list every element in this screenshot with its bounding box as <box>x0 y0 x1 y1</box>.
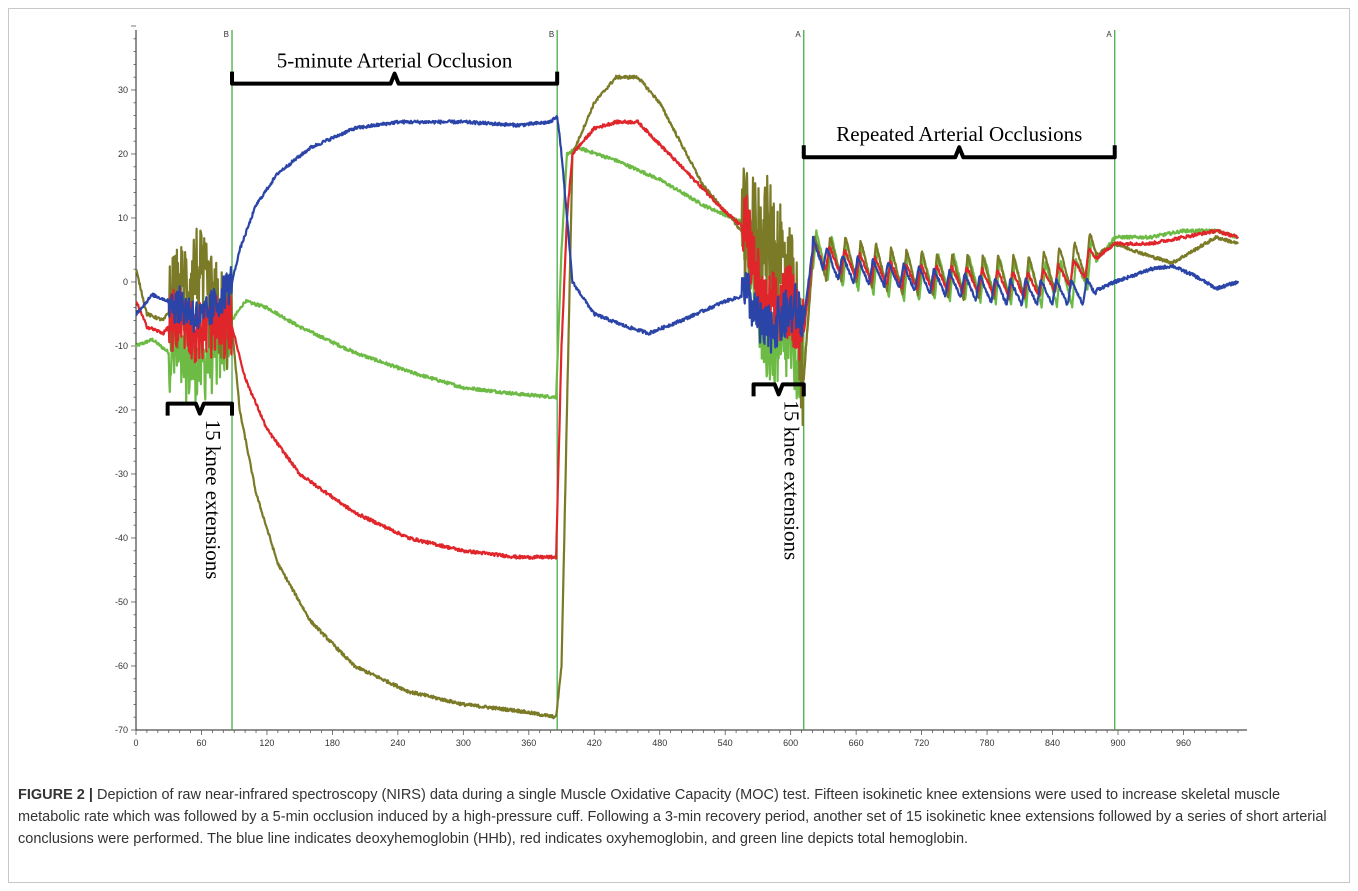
y-tick-label: -60 <box>115 661 128 671</box>
event-marker-label: B <box>549 30 554 39</box>
event-marker-label: A <box>1106 30 1112 39</box>
x-tick-label: 960 <box>1176 738 1191 748</box>
annotation-bracket <box>230 71 560 86</box>
annotation-label: Repeated Arterial Occlusions <box>836 122 1082 146</box>
x-tick-label: 180 <box>325 738 340 748</box>
annotation-label: 5-minute Arterial Occlusion <box>277 49 513 73</box>
y-tick-label: 0 <box>123 277 128 287</box>
y-tick-label: -20 <box>115 405 128 415</box>
x-tick-label: 840 <box>1045 738 1060 748</box>
x-tick-label: 360 <box>521 738 536 748</box>
x-tick-label: 540 <box>718 738 733 748</box>
annotation-bracket <box>751 382 806 397</box>
y-tick-label: 10 <box>118 213 128 223</box>
x-tick-label: 300 <box>456 738 471 748</box>
figure-caption: FIGURE 2 | Depiction of raw near-infrare… <box>18 784 1340 850</box>
y-tick-label: 30 <box>118 85 128 95</box>
figure-label: FIGURE 2 | <box>18 787 93 803</box>
y-tick-label: 20 <box>118 149 128 159</box>
annotation-bracket <box>165 401 235 416</box>
x-tick-label: 0 <box>133 738 138 748</box>
x-tick-label: 420 <box>587 738 602 748</box>
x-tick-label: 900 <box>1110 738 1125 748</box>
x-tick-label: 720 <box>914 738 929 748</box>
x-tick-label: 120 <box>259 738 274 748</box>
annotation-label: 15 knee extensions <box>780 400 804 560</box>
y-tick-label: -30 <box>115 469 128 479</box>
x-tick-label: 240 <box>390 738 405 748</box>
figure-frame <box>8 8 1350 883</box>
annotation-label: 15 knee extensions <box>201 420 225 580</box>
y-tick-label: -40 <box>115 533 128 543</box>
x-tick-label: 780 <box>980 738 995 748</box>
series-line-red <box>135 119 1239 560</box>
x-tick-label: 60 <box>196 738 206 748</box>
annotation-bracket <box>801 145 1117 160</box>
figure-caption-text: Depiction of raw near-infrared spectrosc… <box>18 787 1327 847</box>
x-tick-label: 600 <box>783 738 798 748</box>
y-tick-label: -70 <box>115 725 128 735</box>
series-line-blue <box>135 115 1240 354</box>
event-marker-label: B <box>224 30 229 39</box>
x-tick-label: 480 <box>652 738 667 748</box>
series-lines <box>135 74 1240 720</box>
annotations: 5-minute Arterial Occlusion Repeated Arte… <box>165 49 1117 580</box>
event-marker-label: A <box>795 30 801 39</box>
y-tick-label: -10 <box>115 341 128 351</box>
axes: 0 60 120 180 240 300 360 420 480 540 600 660 720 780 8… <box>115 25 1247 748</box>
y-tick-label: -50 <box>115 597 128 607</box>
x-tick-label: 660 <box>849 738 864 748</box>
